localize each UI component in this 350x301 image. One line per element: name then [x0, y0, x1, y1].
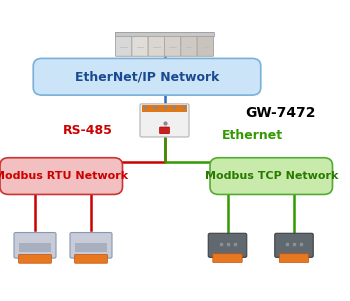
- FancyBboxPatch shape: [19, 243, 51, 252]
- FancyBboxPatch shape: [197, 33, 214, 56]
- Text: EtherNet/IP Network: EtherNet/IP Network: [75, 70, 219, 83]
- FancyBboxPatch shape: [142, 105, 187, 112]
- FancyBboxPatch shape: [148, 33, 164, 56]
- FancyBboxPatch shape: [19, 255, 51, 263]
- FancyBboxPatch shape: [210, 158, 332, 194]
- FancyBboxPatch shape: [208, 233, 247, 257]
- Text: GW-7472: GW-7472: [245, 106, 315, 120]
- FancyBboxPatch shape: [181, 33, 197, 56]
- FancyBboxPatch shape: [132, 33, 148, 56]
- Text: RS-485: RS-485: [63, 124, 112, 138]
- Text: Ethernet: Ethernet: [222, 129, 282, 142]
- FancyBboxPatch shape: [140, 104, 189, 137]
- FancyBboxPatch shape: [213, 254, 242, 262]
- FancyBboxPatch shape: [275, 233, 313, 257]
- Text: Modbus TCP Network: Modbus TCP Network: [204, 171, 338, 181]
- FancyBboxPatch shape: [164, 33, 181, 56]
- FancyBboxPatch shape: [70, 232, 112, 258]
- FancyBboxPatch shape: [0, 158, 122, 194]
- FancyBboxPatch shape: [279, 254, 309, 262]
- FancyBboxPatch shape: [116, 32, 214, 36]
- FancyBboxPatch shape: [160, 127, 169, 134]
- FancyBboxPatch shape: [75, 255, 107, 263]
- Text: Modbus RTU Network: Modbus RTU Network: [0, 171, 128, 181]
- FancyBboxPatch shape: [14, 232, 56, 258]
- FancyBboxPatch shape: [33, 58, 261, 95]
- FancyBboxPatch shape: [75, 243, 107, 252]
- FancyBboxPatch shape: [116, 33, 132, 56]
